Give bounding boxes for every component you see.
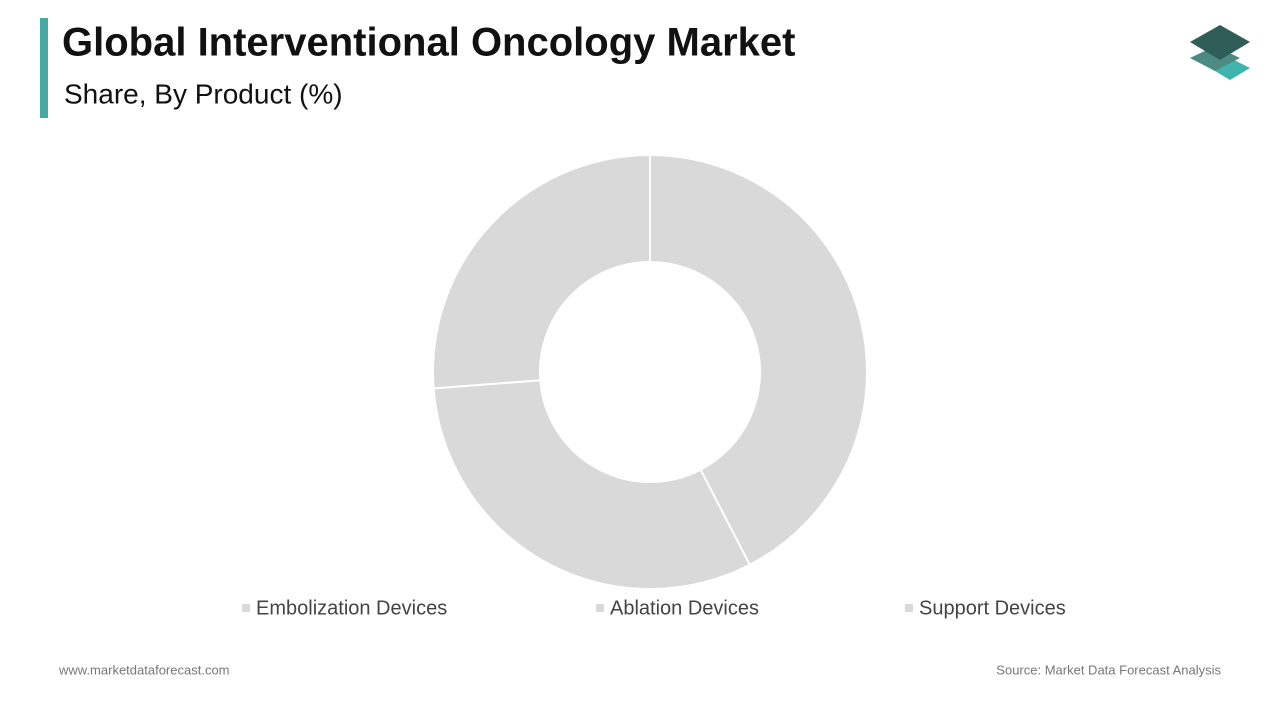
chart-subtitle: Share, By Product (%) <box>64 78 343 109</box>
logo <box>1190 25 1250 80</box>
legend-marker <box>905 604 913 612</box>
donut-slice <box>432 153 651 390</box>
website: www.marketdataforecast.com <box>58 662 230 677</box>
donut-slice <box>432 379 752 590</box>
legend-label: Ablation Devices <box>610 597 759 619</box>
legend-label: Support Devices <box>919 597 1066 619</box>
legend-marker <box>596 604 604 612</box>
chart-title: Global Interventional Oncology Market <box>62 21 795 65</box>
donut-slice <box>649 153 868 567</box>
legend-label: Embolization Devices <box>256 597 447 619</box>
legend-marker <box>242 604 250 612</box>
source: Source: Market Data Forecast Analysis <box>996 662 1221 677</box>
accent-bar <box>40 18 48 118</box>
